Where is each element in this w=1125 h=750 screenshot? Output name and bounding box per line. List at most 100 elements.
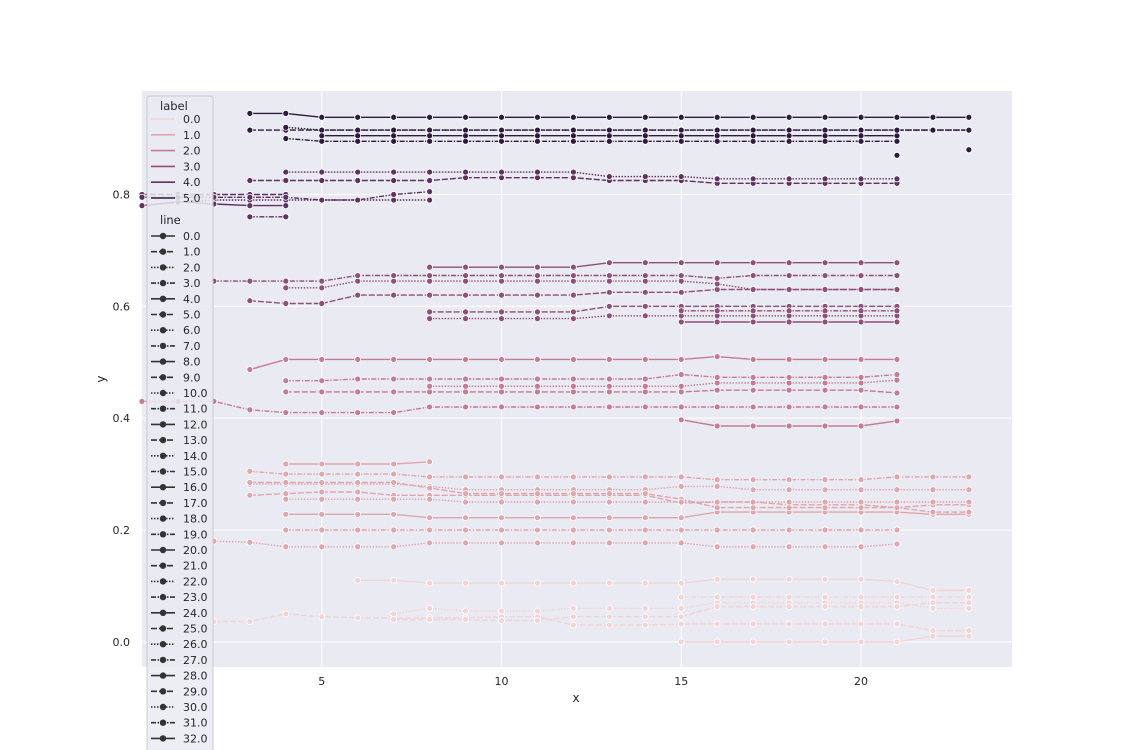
data-point xyxy=(857,259,865,267)
data-point xyxy=(498,539,505,547)
data-point xyxy=(426,132,434,140)
data-point xyxy=(821,356,829,363)
data-point xyxy=(570,621,577,629)
data-point xyxy=(641,473,649,481)
legend-hue-title: label xyxy=(160,99,188,113)
data-point xyxy=(605,312,613,320)
legend-style-marker xyxy=(159,641,167,648)
data-point xyxy=(318,488,326,496)
data-point xyxy=(821,379,829,387)
data-point xyxy=(246,177,254,184)
data-point xyxy=(498,490,505,498)
data-point xyxy=(462,126,469,134)
data-point xyxy=(390,168,398,176)
data-point xyxy=(677,356,685,363)
data-point xyxy=(713,620,721,628)
legend-style-label: 20.0 xyxy=(183,544,208,557)
legend-style-marker xyxy=(159,499,167,507)
data-point xyxy=(605,613,613,621)
data-point xyxy=(498,473,505,481)
series-line xyxy=(282,526,901,534)
data-point xyxy=(605,539,613,547)
data-point xyxy=(534,113,541,121)
data-point xyxy=(677,613,685,621)
data-point xyxy=(138,397,146,405)
data-point xyxy=(246,479,254,486)
data-point xyxy=(462,607,469,615)
data-point xyxy=(929,632,937,640)
series-line xyxy=(677,416,901,430)
data-point xyxy=(893,132,901,140)
series-line xyxy=(677,593,973,601)
data-point xyxy=(462,526,469,534)
data-point xyxy=(282,409,290,416)
data-point xyxy=(534,526,541,534)
data-point xyxy=(749,379,757,387)
data-point xyxy=(282,495,290,503)
series-line xyxy=(677,318,901,326)
data-point xyxy=(821,422,829,430)
data-point xyxy=(893,126,901,134)
data-point xyxy=(318,126,326,134)
data-point xyxy=(857,137,865,145)
data-point xyxy=(246,297,254,305)
legend-style-label: 13.0 xyxy=(183,434,208,447)
x-tick-label: 15 xyxy=(674,675,688,688)
legend-style-marker xyxy=(159,688,167,695)
data-point xyxy=(570,375,577,383)
data-point xyxy=(282,135,290,142)
data-point xyxy=(713,422,721,430)
data-point xyxy=(282,526,290,534)
data-point xyxy=(965,113,973,121)
data-point xyxy=(534,132,541,140)
data-point xyxy=(282,284,290,292)
data-point xyxy=(893,259,901,267)
data-point xyxy=(713,259,721,267)
data-point xyxy=(641,272,649,279)
data-point xyxy=(390,526,398,534)
data-point xyxy=(785,132,793,140)
data-point xyxy=(462,174,469,182)
data-point xyxy=(929,604,937,612)
data-point xyxy=(390,616,398,623)
data-point xyxy=(641,137,649,145)
data-point xyxy=(677,277,685,285)
data-point xyxy=(821,307,829,315)
data-point xyxy=(965,599,973,607)
data-point xyxy=(318,113,326,121)
data-point xyxy=(354,168,362,176)
data-point xyxy=(426,113,434,121)
data-point xyxy=(605,375,613,383)
data-point xyxy=(534,514,541,522)
legend-style-label: 5.0 xyxy=(183,309,201,322)
series-line xyxy=(246,213,290,221)
data-point xyxy=(354,137,362,145)
x-tick-label: 20 xyxy=(854,675,868,688)
series-group xyxy=(138,109,973,646)
data-point xyxy=(929,113,937,121)
legend-hue-entries: 0.0 1.0 2.0 3.0 4.0 5.0 xyxy=(151,113,201,205)
data-point xyxy=(677,593,685,601)
legend-style-label: 28.0 xyxy=(183,670,208,683)
data-point xyxy=(282,543,290,551)
data-point xyxy=(462,403,469,411)
data-point xyxy=(570,514,577,522)
data-point xyxy=(246,202,254,210)
data-point xyxy=(462,308,469,316)
data-point xyxy=(677,307,685,315)
legend-style-marker xyxy=(159,311,167,318)
data-point xyxy=(677,132,685,140)
data-point xyxy=(498,137,505,145)
data-point xyxy=(857,403,865,411)
data-point xyxy=(785,137,793,145)
legend-style-label: 16.0 xyxy=(183,481,208,494)
data-point xyxy=(390,291,398,299)
data-point xyxy=(390,196,398,204)
series-path xyxy=(357,578,969,592)
y-tick-labels: 0.0 0.2 0.4 0.6 0.8 xyxy=(113,188,131,648)
data-point xyxy=(713,132,721,140)
data-point xyxy=(641,514,649,522)
data-point xyxy=(641,613,649,621)
data-point xyxy=(965,473,973,481)
